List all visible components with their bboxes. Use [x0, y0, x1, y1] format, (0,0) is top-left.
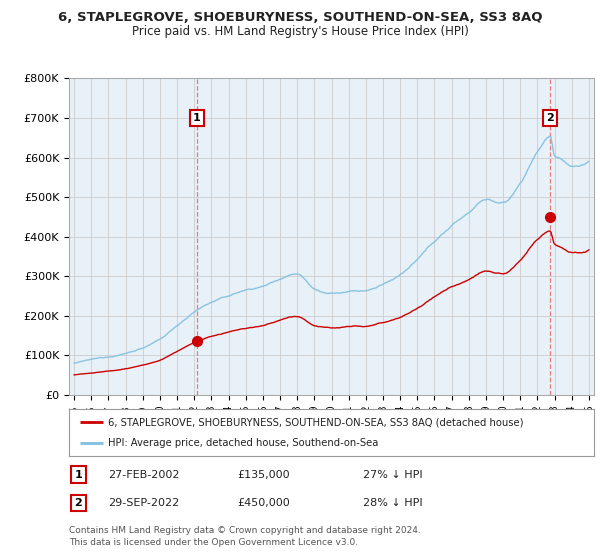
Text: 27% ↓ HPI: 27% ↓ HPI: [363, 470, 422, 480]
Text: 6, STAPLEGROVE, SHOEBURYNESS, SOUTHEND-ON-SEA, SS3 8AQ (detached house): 6, STAPLEGROVE, SHOEBURYNESS, SOUTHEND-O…: [109, 417, 524, 427]
Text: Contains HM Land Registry data © Crown copyright and database right 2024.
This d: Contains HM Land Registry data © Crown c…: [69, 526, 421, 547]
Text: 1: 1: [193, 113, 200, 123]
Text: HPI: Average price, detached house, Southend-on-Sea: HPI: Average price, detached house, Sout…: [109, 438, 379, 448]
Text: Price paid vs. HM Land Registry's House Price Index (HPI): Price paid vs. HM Land Registry's House …: [131, 25, 469, 38]
Text: 1: 1: [74, 470, 82, 480]
Text: £450,000: £450,000: [237, 498, 290, 508]
Text: 29-SEP-2022: 29-SEP-2022: [109, 498, 179, 508]
Text: 2: 2: [547, 113, 554, 123]
Text: 2: 2: [74, 498, 82, 508]
Text: £135,000: £135,000: [237, 470, 290, 480]
Text: 28% ↓ HPI: 28% ↓ HPI: [363, 498, 422, 508]
Text: 27-FEB-2002: 27-FEB-2002: [109, 470, 180, 480]
Text: 6, STAPLEGROVE, SHOEBURYNESS, SOUTHEND-ON-SEA, SS3 8AQ: 6, STAPLEGROVE, SHOEBURYNESS, SOUTHEND-O…: [58, 11, 542, 24]
